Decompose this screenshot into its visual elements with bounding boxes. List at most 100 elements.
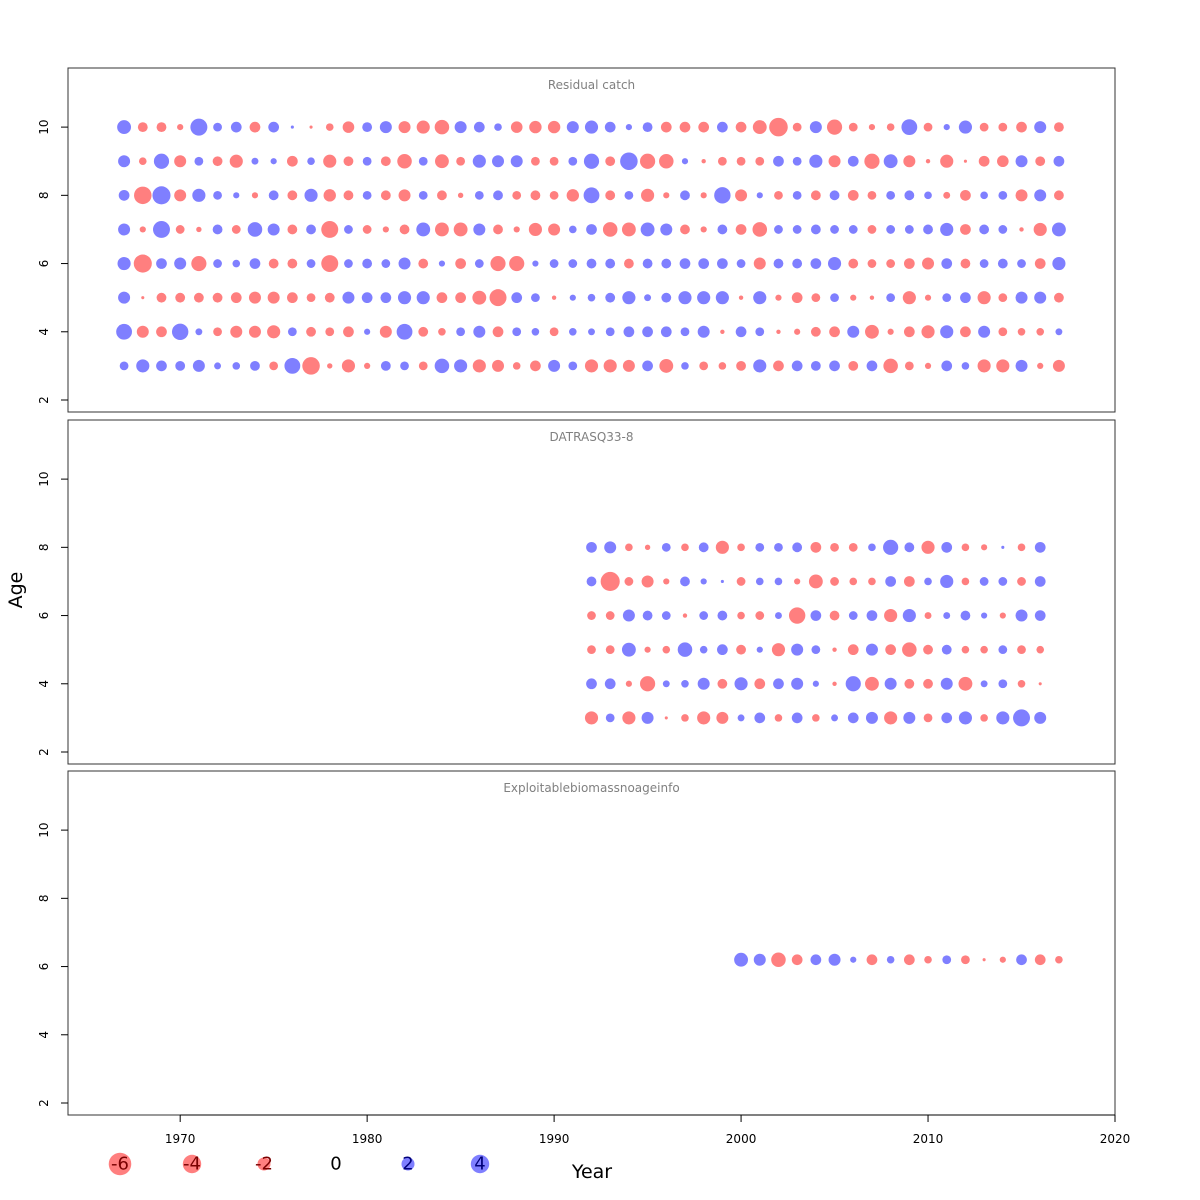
residual-bubble — [512, 362, 521, 370]
residual-bubble — [736, 577, 746, 586]
residual-bubble — [267, 325, 281, 339]
residual-bubble — [641, 575, 654, 588]
residual-bubble — [925, 159, 931, 164]
residual-bubble — [434, 222, 449, 237]
residual-bubble — [752, 120, 767, 135]
residual-bubble — [753, 953, 766, 966]
residual-bubble — [494, 123, 502, 131]
residual-bubble — [622, 609, 635, 622]
residual-bubble — [794, 578, 801, 585]
legend-bubble — [108, 1152, 132, 1176]
residual-bubble — [979, 224, 990, 235]
residual-bubble — [549, 259, 559, 268]
residual-bubble — [996, 711, 1010, 725]
residual-bubble — [663, 192, 670, 199]
residual-bubble — [156, 326, 167, 338]
residual-bubble — [342, 121, 355, 133]
residual-bubble — [362, 258, 373, 269]
residual-bubble — [529, 120, 542, 134]
residual-bubble — [960, 292, 971, 304]
residual-bubble — [456, 156, 466, 166]
y-axis-title: Age — [5, 572, 27, 609]
residual-bubble — [867, 259, 877, 268]
residual-bubble — [549, 190, 559, 200]
residual-bubble — [698, 258, 710, 269]
residual-bubble — [1034, 189, 1047, 202]
residual-bubble — [213, 327, 222, 337]
residual-bubble — [192, 359, 205, 372]
residual-bubble — [868, 543, 876, 552]
residual-bubble — [680, 190, 690, 201]
residual-bubble — [1054, 122, 1064, 133]
residual-bubble — [998, 293, 1008, 303]
legend-item: -6 — [108, 1152, 132, 1176]
residual-bubble — [717, 224, 728, 235]
residual-bubble — [436, 292, 448, 304]
residual-bubble — [664, 716, 668, 720]
residual-bubble — [903, 258, 915, 269]
residual-bubble — [812, 680, 819, 687]
legend-bubble — [401, 1157, 415, 1171]
residual-bubble — [510, 121, 523, 133]
residual-bubble — [156, 258, 167, 269]
panel: Residual catch 2 4 6 8 10 — [37, 67, 1116, 413]
residual-bubble — [699, 611, 709, 620]
residual-bubble — [847, 644, 859, 656]
residual-bubble — [792, 542, 803, 553]
residual-bubble — [829, 360, 840, 372]
residual-bubble — [175, 360, 186, 371]
residual-bubble — [788, 607, 806, 624]
residual-bubble — [416, 291, 430, 305]
residual-bubble — [887, 328, 894, 335]
legend-label: 4 — [474, 1154, 485, 1175]
residual-bubble — [682, 613, 688, 618]
residual-bubble — [438, 327, 446, 336]
residual-bubble — [679, 121, 691, 133]
legend-item: -4 — [182, 1154, 202, 1175]
residual-bubble — [398, 189, 411, 202]
residual-bubble — [773, 678, 784, 690]
panel-title: Residual catch — [548, 78, 635, 92]
residual-bubble — [794, 328, 801, 335]
panel-frame — [67, 770, 1116, 1116]
residual-bubble — [677, 642, 693, 657]
residual-bubble — [792, 156, 802, 166]
residual-bubble — [753, 257, 766, 270]
residual-bubble — [248, 325, 261, 338]
panel: Exploitablebiomassnoageinfo 2 4 6 8 10 — [37, 770, 1116, 1116]
residual-bubble — [622, 711, 636, 725]
residual-bubble — [343, 156, 354, 167]
residual-bubble — [473, 223, 486, 236]
residual-bubble — [287, 258, 298, 269]
residual-bubble — [586, 576, 597, 587]
residual-bubble — [697, 291, 711, 305]
residual-bubble — [644, 544, 651, 551]
residual-bubble — [642, 122, 653, 133]
residual-bubble — [1015, 609, 1028, 622]
residual-bubble — [791, 292, 803, 304]
residual-bubble — [586, 541, 597, 553]
x-tick-label: 1970 — [165, 1132, 196, 1146]
residual-bubble — [736, 156, 746, 166]
residual-bubble — [661, 292, 672, 303]
residual-bubble — [924, 362, 932, 369]
residual-bubble — [776, 329, 781, 334]
residual-bubble — [418, 156, 428, 166]
residual-bubble — [290, 125, 294, 129]
residual-bubble — [830, 225, 839, 234]
residual-bubble — [981, 612, 988, 619]
residual-bubble — [809, 154, 823, 168]
residual-bubble — [700, 578, 707, 585]
residual-bubble — [380, 360, 391, 371]
residual-bubble — [774, 714, 783, 722]
residual-bubble — [1052, 256, 1066, 271]
residual-bubble — [663, 578, 670, 585]
residual-bubble — [829, 610, 840, 621]
residual-bubble — [474, 190, 484, 200]
residual-bubble — [473, 121, 485, 133]
residual-bubble — [620, 152, 638, 170]
residual-bubble — [886, 955, 895, 964]
residual-bubble — [884, 711, 898, 725]
residual-bubble — [961, 543, 970, 552]
residual-bubble — [697, 711, 711, 725]
